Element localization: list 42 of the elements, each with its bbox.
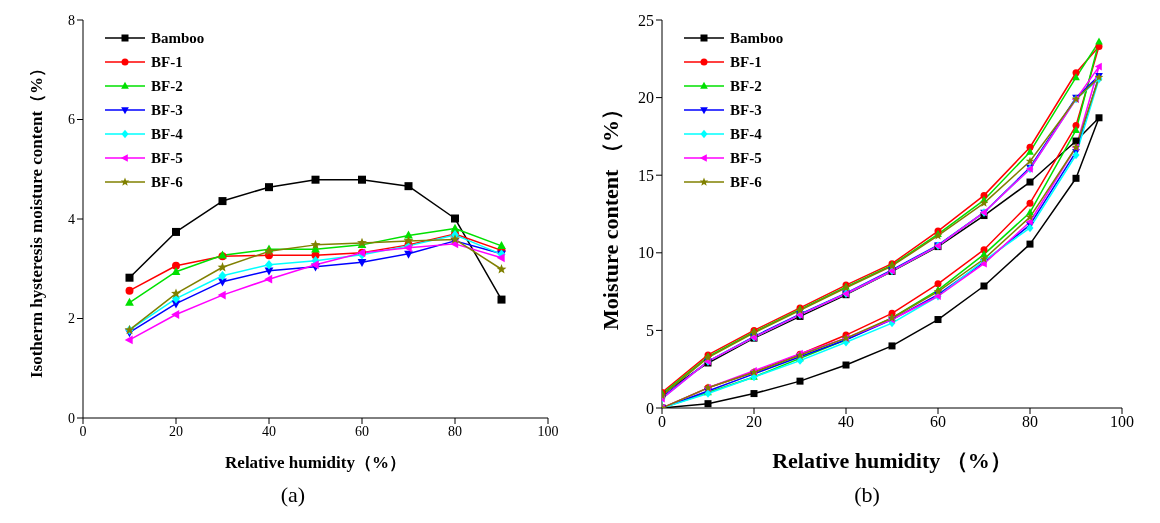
legend-label: BF-1	[730, 53, 762, 71]
x-tick-label: 40	[262, 423, 276, 439]
x-tick-label: 80	[448, 423, 462, 439]
legend-label: BF-2	[151, 77, 183, 95]
legend-label: BF-5	[730, 149, 762, 167]
legend-label: BF-1	[151, 53, 183, 71]
legend-label: BF-4	[730, 125, 762, 143]
y-tick-label: 2	[68, 311, 75, 327]
y-tick-label: 4	[68, 211, 75, 227]
legend-label: BF-6	[151, 173, 183, 191]
x-tick-label: 0	[658, 413, 666, 431]
y-axis-title: Isotherm hysteresis moisture content（%）	[27, 59, 47, 379]
legend-label: BF-4	[151, 125, 183, 143]
legend-label: Bamboo	[151, 29, 205, 47]
y-tick-label: 25	[638, 11, 654, 29]
x-tick-label: 20	[746, 413, 762, 431]
legend-label: Bamboo	[730, 29, 784, 47]
y-tick-label: 5	[646, 322, 654, 340]
x-axis-title: Relative humidity（%）	[225, 453, 406, 472]
legend-label: BF-6	[730, 173, 762, 191]
y-tick-label: 10	[638, 244, 654, 262]
y-axis-title: Moisture content （%）	[597, 98, 623, 330]
x-tick-label: 0	[79, 423, 87, 439]
text: (b)	[854, 482, 880, 508]
y-tick-label: 8	[68, 12, 75, 28]
legend-label: BF-3	[730, 101, 762, 119]
x-tick-label: 20	[169, 423, 183, 439]
x-tick-label: 60	[930, 413, 946, 431]
x-tick-label: 40	[838, 413, 854, 431]
text: (a)	[280, 482, 306, 508]
y-tick-label: 15	[638, 166, 654, 184]
y-tick-label: 0	[646, 399, 654, 417]
legend-label: BF-3	[151, 101, 183, 119]
x-tick-label: 80	[1022, 413, 1038, 431]
x-axis-title: Relative humidity （%）	[772, 448, 1012, 473]
y-tick-label: 6	[68, 112, 75, 128]
x-tick-label: 60	[355, 423, 369, 439]
y-tick-label: 20	[638, 89, 654, 107]
legend-label: BF-5	[151, 149, 183, 167]
x-tick-label: 100	[537, 423, 559, 439]
x-tick-label: 100	[1110, 413, 1134, 431]
legend-label: BF-2	[730, 77, 762, 95]
